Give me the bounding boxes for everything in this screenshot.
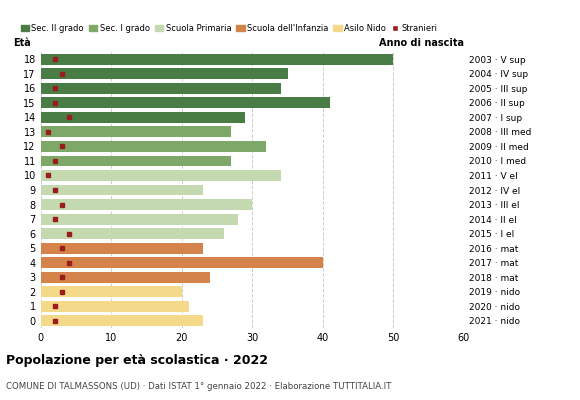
- Bar: [41, 83, 281, 94]
- Bar: [41, 54, 393, 65]
- Bar: [41, 156, 231, 166]
- Bar: [41, 184, 203, 196]
- Bar: [41, 112, 245, 123]
- Text: Anno di nascita: Anno di nascita: [379, 38, 464, 48]
- Bar: [41, 243, 203, 254]
- Bar: [41, 286, 182, 297]
- Text: Età: Età: [13, 38, 31, 48]
- Bar: [41, 228, 224, 239]
- Text: COMUNE DI TALMASSONS (UD) · Dati ISTAT 1° gennaio 2022 · Elaborazione TUTTITALIA: COMUNE DI TALMASSONS (UD) · Dati ISTAT 1…: [6, 382, 391, 391]
- Text: Popolazione per età scolastica · 2022: Popolazione per età scolastica · 2022: [6, 354, 268, 367]
- Bar: [41, 141, 266, 152]
- Legend: Sec. II grado, Sec. I grado, Scuola Primaria, Scuola dell'Infanzia, Asilo Nido, : Sec. II grado, Sec. I grado, Scuola Prim…: [17, 20, 441, 36]
- Bar: [41, 126, 231, 137]
- Bar: [41, 257, 323, 268]
- Bar: [41, 68, 288, 79]
- Bar: [41, 301, 188, 312]
- Bar: [41, 199, 252, 210]
- Bar: [41, 170, 281, 181]
- Bar: [41, 272, 210, 283]
- Bar: [41, 315, 203, 326]
- Bar: [41, 97, 330, 108]
- Bar: [41, 214, 238, 224]
